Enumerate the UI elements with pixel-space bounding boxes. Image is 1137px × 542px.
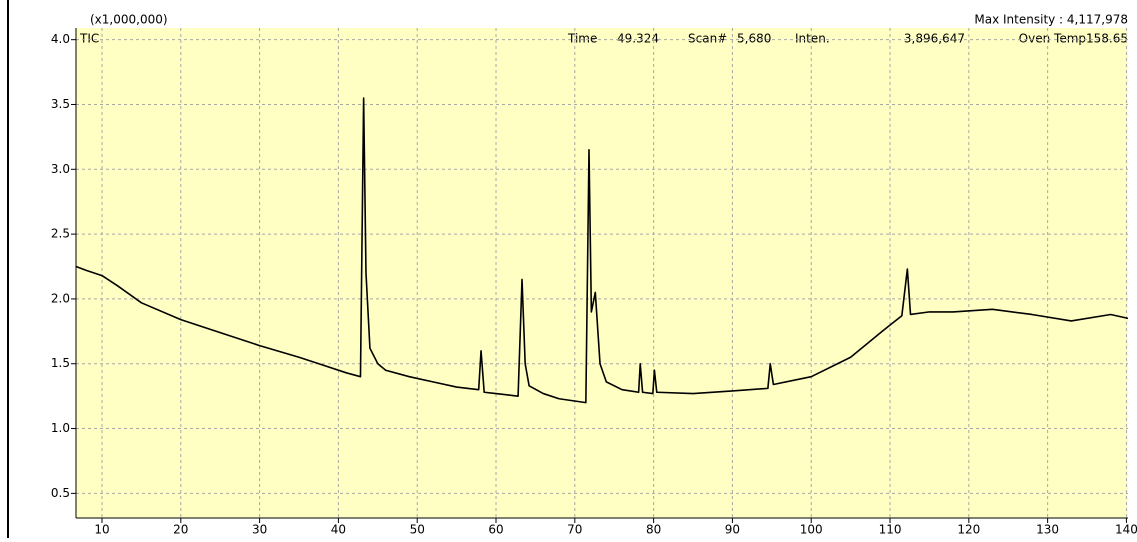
x-tick-label: 70 [567, 523, 582, 537]
y-tick-label: 0.5 [51, 486, 70, 500]
status-label: Inten. [795, 32, 830, 46]
x-tick-label: 130 [1036, 523, 1059, 537]
x-tick-label: 20 [173, 523, 188, 537]
x-tick-label: 120 [957, 523, 980, 537]
multiplier: (x1,000,000) [90, 13, 168, 27]
x-tick-label: 110 [879, 523, 902, 537]
trace [75, 97, 1129, 404]
series-name: TIC [79, 32, 99, 46]
x-tick-label: 50 [410, 523, 425, 537]
status-value: Oven Temp158.65 [1019, 32, 1128, 46]
x-tick-label: 80 [646, 523, 661, 537]
x-tick-label: 40 [331, 523, 346, 537]
status-value: 3,896,647 [904, 32, 965, 46]
plot-area [76, 28, 1128, 518]
x-tick-label: 100 [800, 523, 823, 537]
y-tick-label: 1.5 [51, 356, 70, 370]
y-tick-label: 2.0 [51, 291, 70, 305]
status-value: 5,680 [737, 32, 771, 46]
x-tick-label: 140 [1115, 523, 1137, 537]
y-tick-label: 4.0 [51, 32, 70, 46]
x-tick-label: 10 [94, 523, 109, 537]
y-tick-label: 3.5 [51, 97, 70, 111]
y-tick-label: 1.0 [51, 421, 70, 435]
x-tick-label: 60 [488, 523, 503, 537]
status-label: Scan# [688, 32, 727, 46]
x-tick-label: 90 [725, 523, 740, 537]
x-tick-label: 30 [252, 523, 267, 537]
y-tick-label: 2.5 [51, 227, 70, 241]
y-tick-label: 3.0 [51, 162, 70, 176]
max-intensity: Max Intensity : 4,117,978 [974, 13, 1128, 27]
status-label: Time [567, 32, 597, 46]
status-value: 49.324 [617, 32, 659, 46]
